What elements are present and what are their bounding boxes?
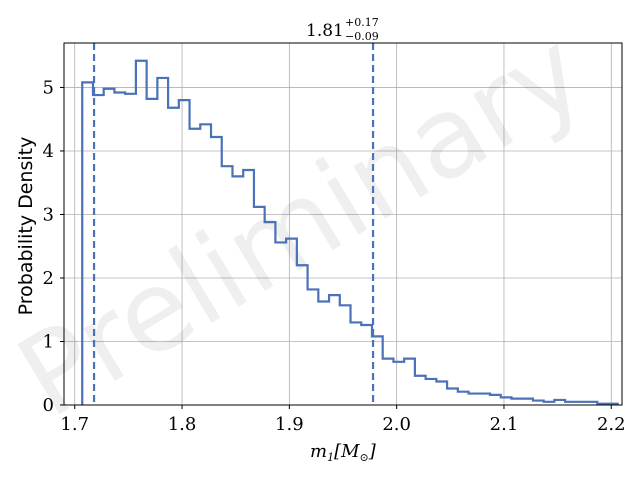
- y-tick-label: 2: [43, 268, 54, 289]
- svg-text:m1[M⊙]: m1[M⊙]: [310, 441, 377, 464]
- credible-interval-lines: [92, 43, 375, 405]
- x-label-bracket: [M: [334, 441, 360, 462]
- y-tick-label: 5: [43, 77, 54, 98]
- x-axis-ticks: 1.7 1.8 1.9 2.0 2.1 2.2: [60, 405, 626, 435]
- y-tick-label: 4: [43, 141, 54, 162]
- x-tick-label: 1.7: [60, 414, 89, 435]
- watermark-text: Preliminary: [0, 6, 606, 443]
- y-tick-label: 1: [43, 331, 54, 352]
- title-upper: +0.17: [345, 16, 379, 29]
- title-lower: −0.09: [345, 30, 379, 43]
- x-tick-label: 2.0: [382, 414, 411, 435]
- x-tick-label: 1.8: [168, 414, 197, 435]
- x-label-close: ]: [368, 441, 377, 462]
- x-label-sun: ⊙: [360, 451, 369, 464]
- histogram-step-line: [81, 59, 619, 405]
- x-label-sub: 1: [327, 451, 334, 464]
- x-tick-label: 2.2: [597, 414, 626, 435]
- plot-frame: [63, 42, 623, 406]
- y-axis-ticks: 0 1 2 3 4 5: [43, 77, 64, 416]
- x-label-main: m: [310, 441, 327, 462]
- x-tick-label: 1.9: [275, 414, 304, 435]
- y-axis-label: Probability Density: [15, 137, 37, 316]
- title-main: 1.81: [306, 21, 344, 41]
- y-tick-label: 0: [43, 395, 54, 416]
- chart-title: 1.81 +0.17 −0.09: [306, 16, 379, 43]
- x-tick-label: 2.1: [490, 414, 519, 435]
- x-axis-label: m1[M⊙]: [310, 441, 377, 464]
- y-tick-label: 3: [43, 204, 54, 225]
